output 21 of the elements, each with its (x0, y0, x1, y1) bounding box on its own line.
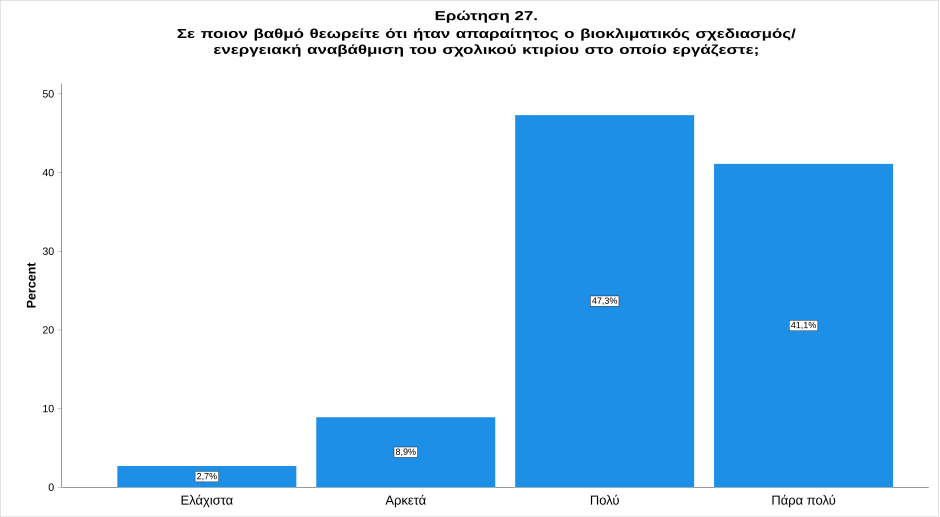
y-tick-label: 10 (43, 404, 54, 412)
y-tick-label: 20 (42, 326, 54, 334)
x-tick-label: Αρκετά (385, 494, 426, 508)
bar (714, 164, 894, 488)
y-tick-label: 40 (42, 168, 54, 176)
bar (515, 115, 694, 488)
data-label: 47,3% (592, 297, 618, 305)
data-label: 8,9% (396, 448, 416, 456)
y-tick-label: 0 (48, 484, 54, 492)
x-tick-label: Πολύ (590, 494, 619, 505)
y-tick-label: 50 (42, 90, 54, 98)
bar (117, 466, 296, 488)
x-tick-label: Πάρα πολύ (772, 494, 836, 508)
x-tick-label: Ελάχιστα (182, 494, 233, 508)
data-label: 41,1% (791, 322, 816, 330)
chart-subtitle: Σε ποιον βαθμό θεωρείτε ότι ήταν απαραίτητος ο βιοκλιματικός σχεδιασμός/ ενεργειακή αναβάθμιση του σχολικού κτιρίου στο οποίο εργάζεστε; (178, 28, 796, 57)
y-tick-label: 30 (42, 248, 54, 255)
chart-title: Ερώτηση 27. (436, 10, 537, 23)
bar (316, 417, 496, 488)
y-axis-title: Percent (26, 262, 36, 308)
data-label: 2,7% (197, 472, 217, 480)
